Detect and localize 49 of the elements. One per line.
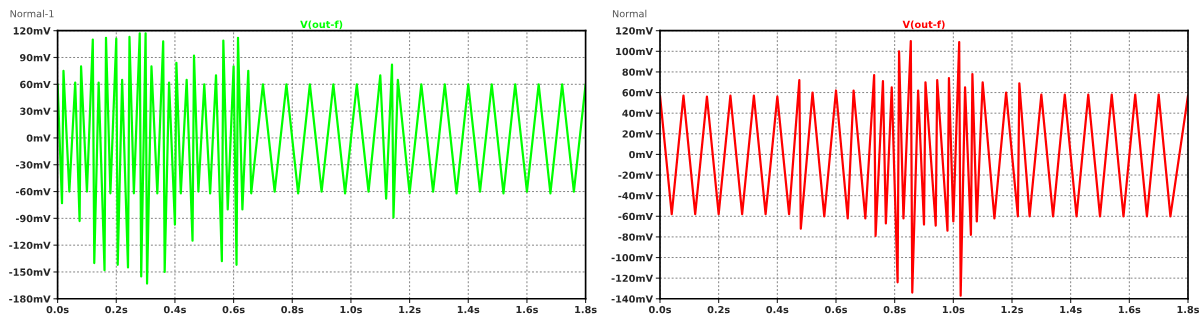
x-tick-label: 1.0s (942, 305, 965, 314)
y-tick-label: -180mV (9, 295, 51, 303)
y-tick-label: -40mV (618, 192, 654, 200)
y-tick-label: 40mV (622, 109, 654, 118)
x-tick-label: 1.2s (399, 305, 421, 314)
x-tick-label: 1.6s (1118, 305, 1141, 314)
y-tick-label: 90mV (19, 53, 51, 62)
x-tick-label: 1.6s (516, 305, 538, 314)
y-tick-label: 60mV (20, 80, 51, 89)
y-tick-label: -60mV (15, 188, 51, 196)
y-tick-label: -100mV (611, 254, 654, 262)
x-tick-label: 1.8s (575, 305, 597, 314)
text: Normal-1 (10, 9, 54, 18)
y-tick-label: -90mV (15, 214, 51, 223)
y-tick-label: -120mV (611, 274, 654, 282)
x-tick-label: 0.2s (105, 305, 128, 314)
chart-title: V(out-f) (902, 20, 945, 30)
x-tick-label: 0.0s (648, 305, 672, 314)
y-tick-label: -140mV (611, 295, 654, 303)
x-tick-label: 0.8s (281, 305, 304, 314)
y-tick-label: -150mV (9, 268, 51, 276)
x-tick-label: 0.4s (163, 305, 186, 314)
x-tick-label: 0.0s (46, 305, 69, 314)
x-tick-label: 0.2s (707, 305, 730, 314)
y-tick-label: -30mV (15, 161, 51, 169)
x-tick-label: 0.6s (222, 305, 245, 314)
x-tick-label: 0.4s (766, 305, 789, 314)
x-tick-label: 1.4s (1060, 306, 1082, 314)
x-tick-label: 1.4s (457, 306, 480, 314)
y-tick-label: 100mV (616, 47, 654, 56)
y-tick-label: -60mV (618, 212, 654, 221)
x-tick-label: 1.2s (1001, 305, 1024, 314)
y-tick-label: 30mV (20, 107, 51, 115)
y-tick-label: -120mV (9, 241, 51, 249)
y-tick-label: 0mV (26, 134, 51, 142)
y-tick-label: 120mV (13, 27, 51, 35)
y-tick-label: -20mV (618, 171, 654, 179)
y-tick-label: 60mV (622, 89, 654, 97)
y-tick-label: -80mV (618, 233, 654, 241)
y-tick-label: 120mV (616, 27, 654, 35)
y-tick-label: 20mV (622, 130, 654, 138)
x-tick-label: 1.8s (1177, 305, 1200, 314)
x-tick-label: 0.6s (824, 305, 848, 314)
x-tick-label: 0.8s (883, 305, 906, 314)
text: Normal (612, 9, 647, 18)
x-tick-label: 1.0s (340, 305, 362, 314)
y-tick-label: 80mV (622, 68, 654, 76)
chart-title: V(out-f) (300, 20, 343, 30)
y-tick-label: 0mV (629, 150, 654, 159)
